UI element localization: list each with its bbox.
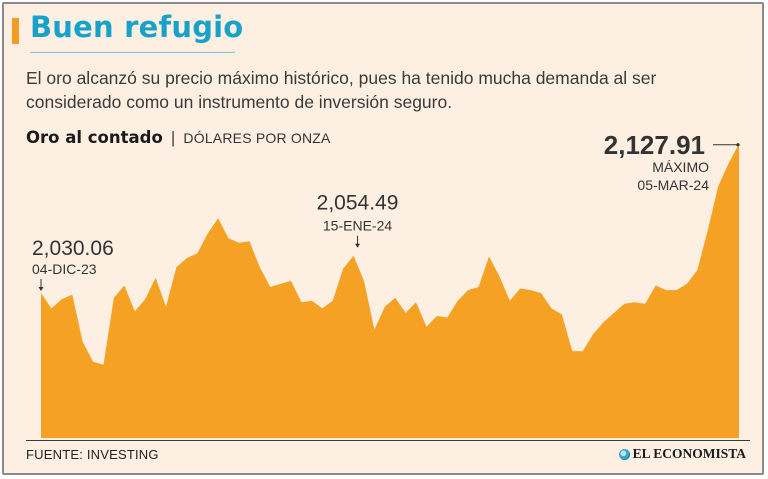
chart-heading: Oro al contado | DÓLARES POR ONZA <box>26 128 331 148</box>
annotation-mid-arrow <box>355 243 361 248</box>
annotation-max-date: 05-MAR-24 <box>637 177 709 193</box>
annotation-max-value: 2,127.91 <box>604 130 705 160</box>
infographic-card: Buen refugio El oro alcanzó su precio má… <box>2 2 764 475</box>
source-label: FUENTE: INVESTING <box>26 447 159 462</box>
publisher-logo: EL ECONOMISTA <box>618 446 746 462</box>
annotation-max-label: MÁXIMO <box>652 159 709 175</box>
chart-title: Oro al contado <box>26 128 163 147</box>
title-underline <box>30 52 235 53</box>
logo-globe-icon <box>618 448 630 460</box>
page-subtitle: El oro alcanzó su precio máximo históric… <box>26 68 657 112</box>
annotation-start-value: 2,030.06 <box>32 237 114 260</box>
title-accent-bar <box>12 18 19 44</box>
annotation-mid-value: 2,054.49 <box>317 192 399 215</box>
annotation-start-arrow <box>38 287 44 292</box>
annotation-mid-date: 15-ENE-24 <box>323 218 392 234</box>
chart-heading-separator: | <box>170 128 176 147</box>
annotation-start-date: 04-DIC-23 <box>32 261 97 277</box>
footer-divider <box>26 440 750 441</box>
price-area-series <box>41 143 739 439</box>
annotation-max-dot <box>736 143 740 147</box>
page-title: Buen refugio <box>30 10 244 44</box>
chart-unit-label: DÓLARES POR ONZA <box>183 130 331 146</box>
publisher-logo-text: EL ECONOMISTA <box>632 446 746 461</box>
